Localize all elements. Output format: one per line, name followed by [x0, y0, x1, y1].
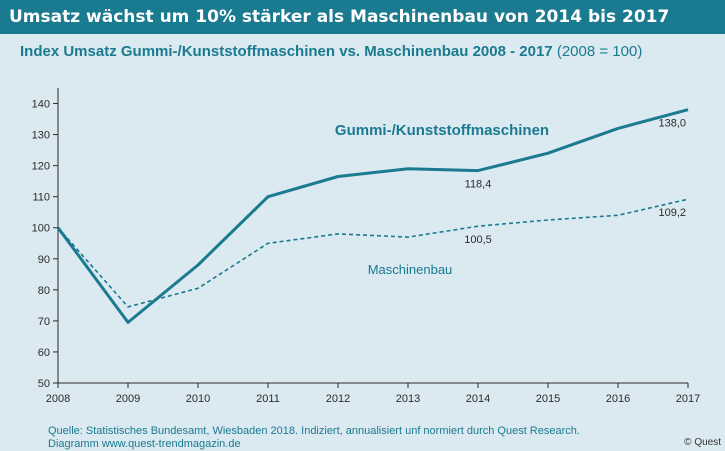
x-tick-label: 2014	[466, 393, 490, 405]
chart-axes: 50 60 70 80 90 100 110 120 130 140 2008 2009 2010 201…	[32, 88, 700, 405]
y-tick-label: 90	[38, 254, 50, 266]
y-tick-label: 100	[32, 223, 50, 235]
x-tick-label: 2011	[256, 393, 280, 405]
chart-lines	[56, 108, 689, 324]
y-tick-label: 110	[32, 192, 50, 204]
chart-title-note: (2008 = 100)	[556, 43, 643, 60]
banner-title: Umsatz wächst um 10% stärker als Maschin…	[0, 0, 725, 34]
x-tick-label: 2016	[606, 393, 630, 405]
series-line-gummi-kunststoff	[56, 108, 689, 324]
y-tick-label: 120	[32, 161, 50, 173]
chart-title: Index Umsatz Gummi-/Kunststoffmaschinen …	[20, 43, 642, 60]
y-tick-label: 130	[32, 130, 50, 142]
data-label: 138,0	[658, 118, 686, 130]
data-label: 100,5	[464, 234, 492, 246]
series-label-maschinenbau: Maschinenbau	[368, 262, 453, 277]
x-tick-label: 2015	[536, 393, 560, 405]
x-tick-label: 2012	[326, 393, 350, 405]
x-tick-label: 2013	[396, 393, 420, 405]
x-tick-label: 2017	[676, 393, 700, 405]
y-tick-label: 140	[32, 99, 50, 111]
data-label: 109,2	[658, 207, 686, 219]
source-line-1: Quelle: Statistisches Bundesamt, Wiesbad…	[48, 425, 580, 437]
chart-title-main: Index Umsatz Gummi-/Kunststoffmaschinen …	[20, 43, 553, 60]
y-tick-label: 70	[38, 316, 50, 328]
series-line-maschinenbau	[57, 198, 689, 308]
data-label: 118,4	[465, 179, 492, 191]
chart-labels: Gummi-/Kunststoffmaschinen Maschinenbau 11…	[335, 118, 686, 277]
y-tick-label: 60	[38, 347, 50, 359]
x-tick-label: 2009	[116, 393, 140, 405]
y-tick-label: 80	[38, 285, 50, 297]
x-tick-label: 2008	[46, 393, 70, 405]
y-tick-label: 50	[38, 378, 50, 390]
source-note: Quelle: Statistisches Bundesamt, Wiesbad…	[48, 425, 580, 451]
x-tick-label: 2010	[186, 393, 210, 405]
series-label-gummi-kunststoff: Gummi-/Kunststoffmaschinen	[335, 122, 549, 139]
copyright: © Quest	[684, 437, 721, 448]
source-line-2: Diagramm www.quest-trendmagazin.de	[48, 438, 241, 450]
